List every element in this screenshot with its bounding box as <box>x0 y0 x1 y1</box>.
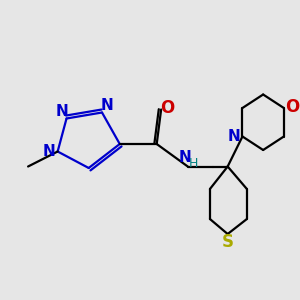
Text: S: S <box>222 233 234 251</box>
Text: N: N <box>43 144 56 159</box>
Text: N: N <box>56 103 68 118</box>
Text: N: N <box>179 150 192 165</box>
Text: N: N <box>228 129 241 144</box>
Text: H: H <box>189 157 198 170</box>
Text: O: O <box>285 98 299 116</box>
Text: O: O <box>160 99 175 117</box>
Text: N: N <box>101 98 114 112</box>
